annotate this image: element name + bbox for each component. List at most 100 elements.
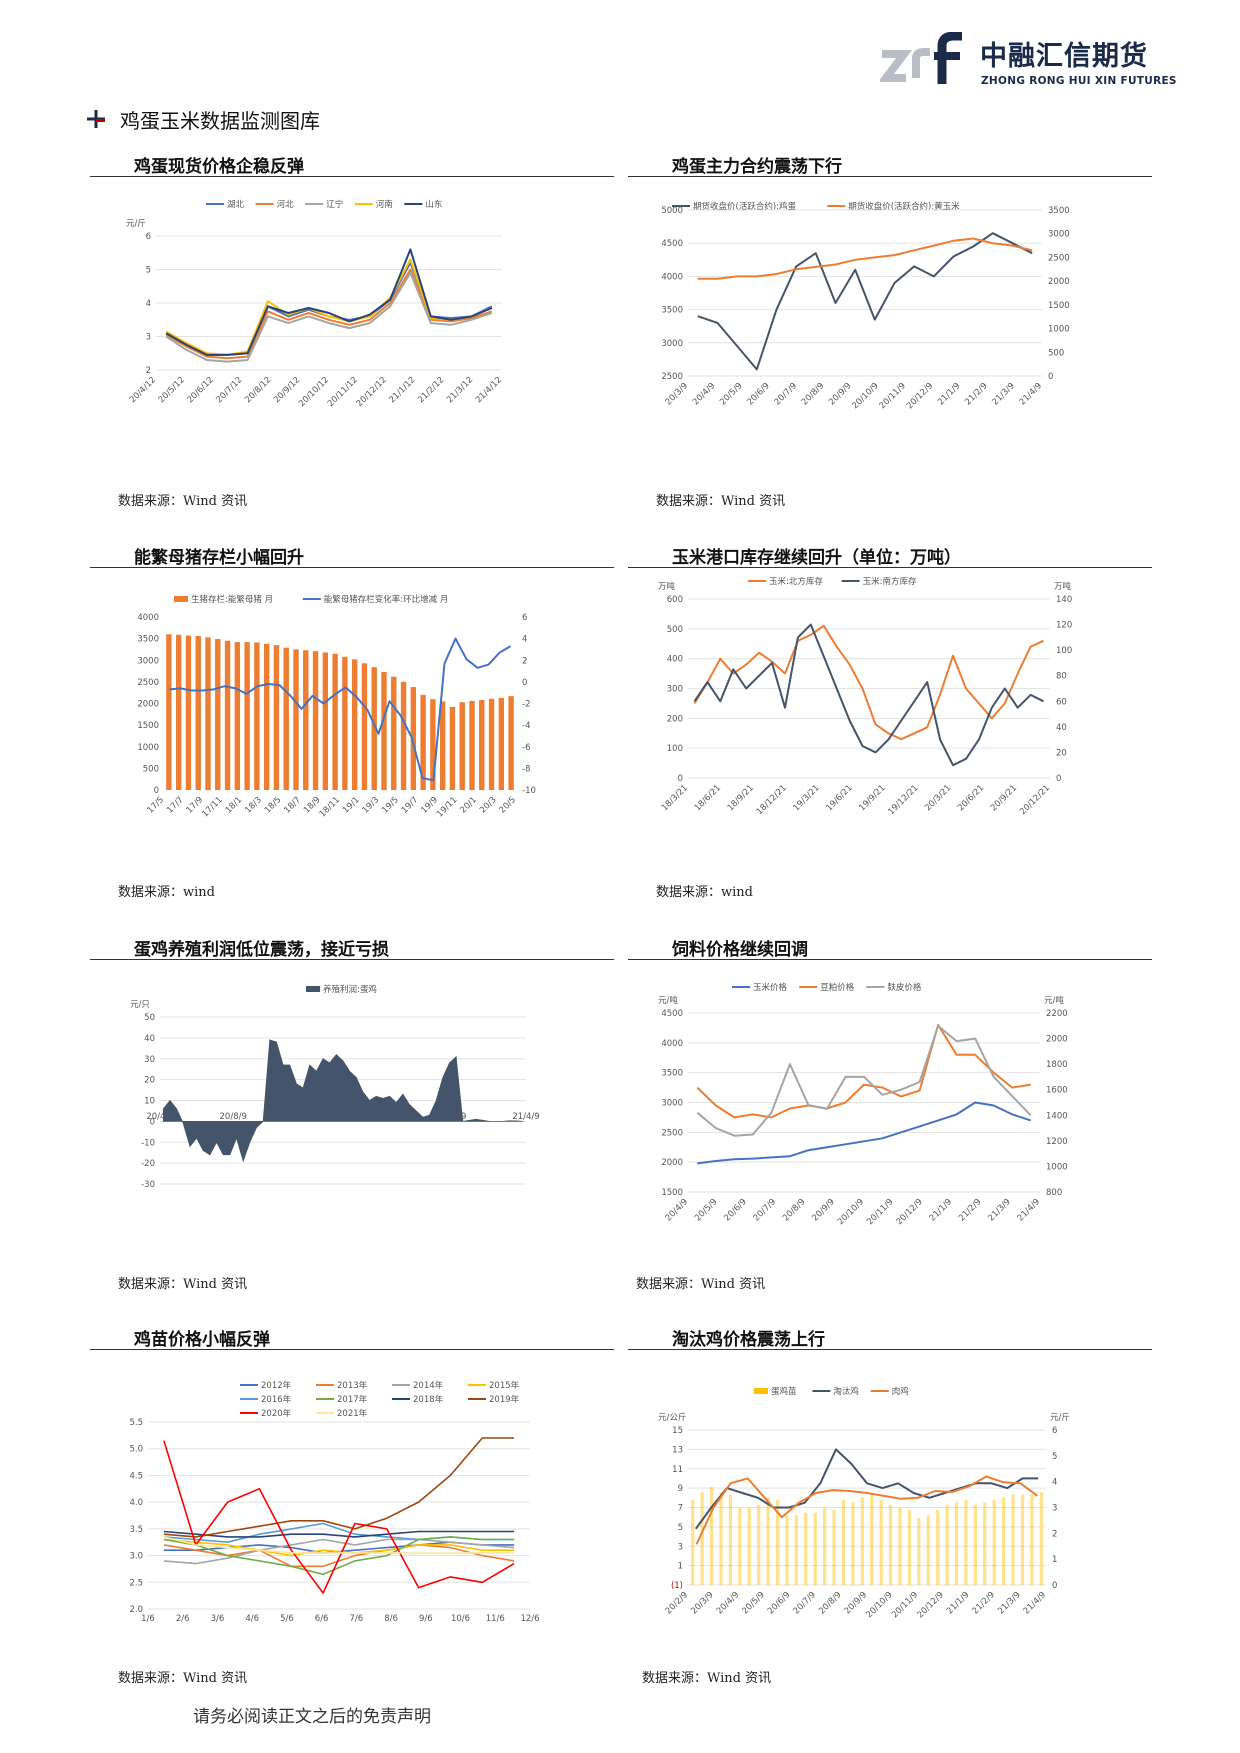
line-series (165, 248, 493, 356)
bar (898, 1507, 902, 1585)
y2-tick-label: 100 (1056, 646, 1072, 656)
bar (400, 681, 407, 790)
legend-swatch (306, 986, 320, 992)
bar (498, 697, 505, 790)
x-tick-label: 10/6 (451, 1614, 470, 1624)
legend-label: 辽宁 (326, 199, 343, 210)
bar (195, 636, 201, 790)
line-series (163, 1536, 515, 1554)
x-tick-label: 21/1/9 (928, 1197, 954, 1223)
y-tick-label: -20 (141, 1159, 155, 1169)
x-tick-label: 20/7/9 (773, 381, 799, 407)
bar (273, 645, 280, 790)
x-tick-label: 20/5/9 (740, 1590, 766, 1616)
bar (449, 706, 456, 790)
x-tick-label: 20/6/9 (766, 1590, 792, 1616)
panel-divider (90, 959, 614, 960)
legend-label: 2021年 (337, 1408, 368, 1419)
y2-axis-label: 万吨 (1054, 581, 1072, 592)
x-tick-label: 3/6 (211, 1614, 225, 1624)
panel-title: 鸡蛋现货价格企稳反弹 (134, 157, 304, 177)
panel-culled-hen-price: 淘汰鸡价格震荡上行 蛋鸡苗 淘汰鸡 肉鸡 (1) 1 3 5 7 9 11 13 15 0 1 2 3 4 5 6 元… (628, 1325, 1152, 1695)
legend-label: 山东 (425, 199, 442, 210)
legend-label: 麸皮价格 (887, 982, 922, 993)
x-tick-label: 5/6 (280, 1614, 294, 1624)
x-tick-label: 20/9/21 (989, 783, 1019, 813)
y-tick-label: 11 (672, 1465, 683, 1475)
y-tick-label: 6 (146, 232, 151, 242)
y-tick-label: 50 (144, 1013, 155, 1023)
y-tick-label: 3.0 (129, 1552, 143, 1562)
y2-tick-label: 2500 (1048, 253, 1070, 263)
bar (293, 649, 299, 790)
section-title: 鸡蛋玉米数据监测图库 (120, 108, 320, 133)
x-tick-label: 20/12/9 (895, 1197, 925, 1227)
legend-label: 玉米价格 (753, 982, 788, 993)
bar (342, 656, 348, 790)
y2-tick-label: 0 (522, 678, 527, 688)
x-tick-label: 21/1/9 (945, 1590, 971, 1616)
panel-divider (628, 959, 1152, 960)
bar (351, 659, 358, 790)
x-tick-label: 19/11 (435, 795, 459, 819)
x-tick-label: 19/6/21 (824, 783, 854, 813)
x-tick-label: 20/7/9 (792, 1590, 818, 1616)
x-tick-label: 21/1/12 (387, 375, 417, 405)
y-tick-label: 3000 (661, 1099, 683, 1109)
y-tick-label: -10 (141, 1138, 155, 1148)
legend-label: 肉鸡 (892, 1386, 909, 1397)
y2-tick-label: 4 (1052, 1478, 1057, 1488)
panel-sow-inventory: 能繁母猪存栏小幅回升 生猪存栏:能繁母猪 月 能繁母猪存栏变化率:环比增减 月 0 5… (90, 543, 614, 903)
x-tick-label: 20/9/9 (810, 1197, 836, 1223)
line-series (695, 1475, 1039, 1545)
x-tick-label: 20/6/9 (722, 1197, 748, 1223)
bar (945, 1504, 949, 1585)
bar (175, 634, 182, 790)
legend-label: 养殖利润:蛋鸡 (323, 984, 377, 995)
y-tick-label: 13 (672, 1445, 683, 1455)
bar (224, 640, 231, 790)
legend-label: 玉米:南方库存 (863, 577, 917, 587)
x-tick-label: 20/4/9 (715, 1590, 741, 1616)
y-tick-label: 30 (144, 1055, 155, 1065)
y2-tick-label: 20 (1056, 748, 1067, 758)
data-source: 数据来源：Wind 资讯 (118, 1671, 248, 1686)
legend-label: 2020年 (261, 1408, 292, 1419)
y2-tick-label: 40 (1056, 723, 1067, 733)
x-tick-label: 20/12/21 (1018, 783, 1052, 817)
bar (371, 667, 377, 790)
y2-tick-label: 4 (522, 635, 527, 645)
y-tick-label: 20 (144, 1076, 155, 1086)
x-tick-label: 20/3/9 (664, 381, 690, 407)
y-tick-label: 3.5 (129, 1525, 143, 1535)
x-tick-label: 20/12/12 (355, 375, 389, 409)
y-tick-label: 4.0 (129, 1498, 143, 1508)
data-source: 数据来源：wind (656, 885, 753, 900)
bar (459, 702, 465, 790)
panel-divider (628, 1349, 1152, 1350)
x-tick-label: 18/3/21 (660, 783, 690, 813)
bar (1039, 1492, 1043, 1585)
x-tick-label: 17/5 (146, 795, 167, 816)
x-tick-label: 18/9/21 (726, 783, 756, 813)
panel-chick-price: 鸡苗价格小幅反弹 2012年 2013年 2014年 2015年 2016年 2017年 2… (90, 1325, 614, 1695)
x-tick-label: 21/2/12 (416, 375, 446, 405)
legend-label: 河南 (376, 199, 393, 210)
line-series (165, 271, 493, 363)
panel-layer-profit: 蛋鸡养殖利润低位震荡，接近亏损 养殖利润:蛋鸡 -30 -20 -10 0 10 20 30 4… (90, 935, 614, 1295)
y-tick-label: 600 (667, 595, 683, 605)
bar (794, 1515, 798, 1585)
bar (719, 1492, 723, 1585)
y-tick-label: 2000 (661, 1158, 683, 1168)
x-tick-label: 20/8/9 (817, 1590, 843, 1616)
data-source: 数据来源：Wind 资讯 (118, 494, 248, 509)
x-tick-label: 6/6 (315, 1614, 329, 1624)
y-tick-label: 3 (146, 333, 151, 343)
y-tick-label: -30 (141, 1180, 155, 1190)
y2-tick-label: 1000 (1048, 325, 1070, 335)
y-tick-label: 4.5 (129, 1471, 143, 1481)
bar (766, 1497, 770, 1585)
bar (1020, 1494, 1025, 1585)
line-series (165, 268, 493, 360)
y-tick-label: 3500 (661, 306, 683, 316)
